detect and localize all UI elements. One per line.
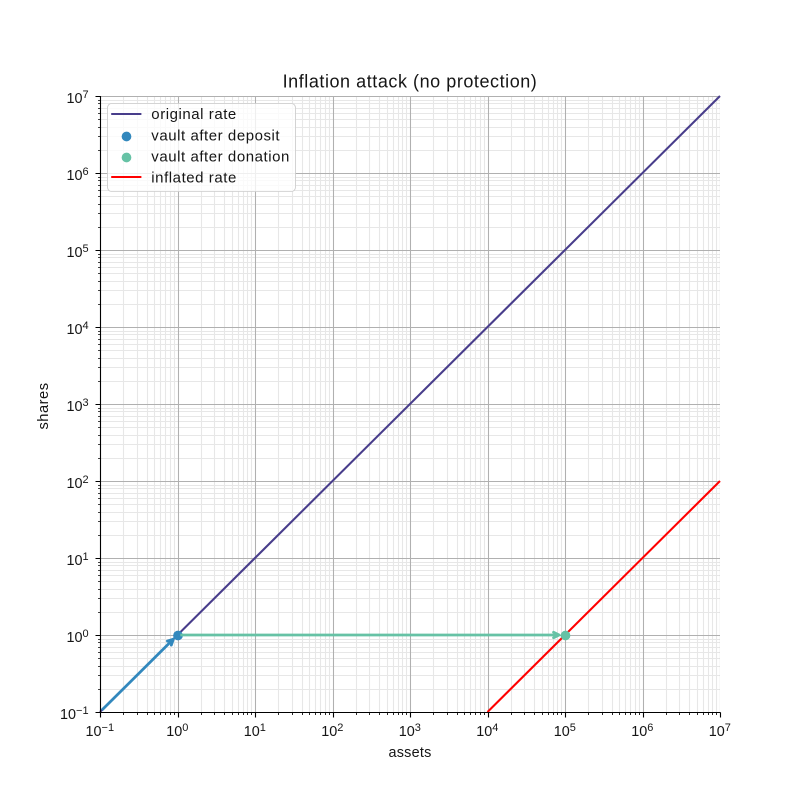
svg-text:shares: shares [36,382,52,429]
svg-text:original rate: original rate [151,106,237,123]
svg-text:vault after donation: vault after donation [151,148,290,165]
svg-text:vault after deposit: vault after deposit [151,127,280,144]
svg-text:inflated rate: inflated rate [151,169,237,186]
svg-text:Inflation attack (no protectio: Inflation attack (no protection) [283,72,538,92]
svg-text:assets: assets [388,745,431,761]
